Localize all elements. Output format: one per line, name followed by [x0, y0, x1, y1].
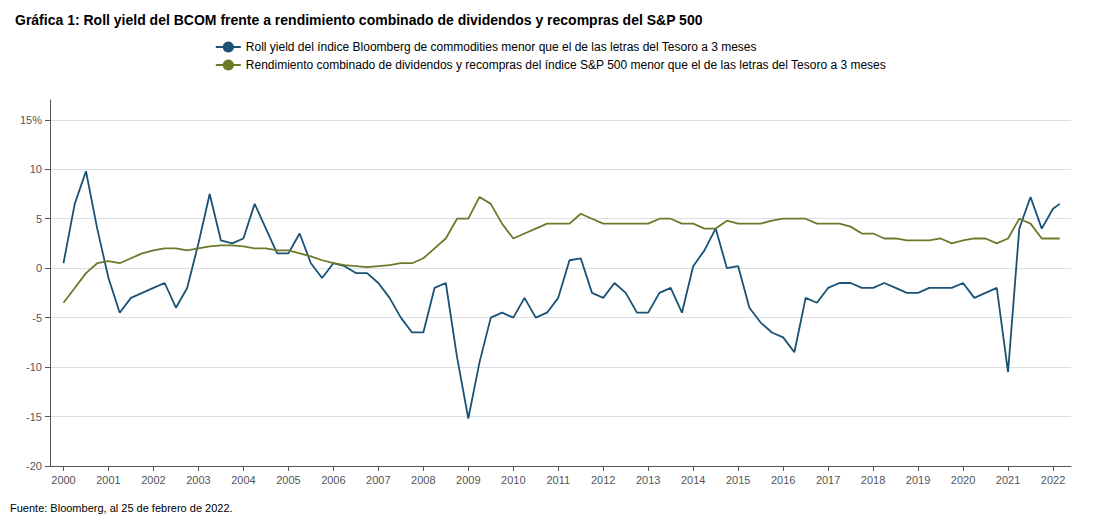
- svg-text:2014: 2014: [681, 474, 705, 486]
- svg-text:Rendimiento combinado de divid: Rendimiento combinado de dividendos y re…: [246, 58, 886, 72]
- svg-text:Fuente: Bloomberg, al 25 de fe: Fuente: Bloomberg, al 25 de febrero de 2…: [10, 502, 233, 514]
- svg-text:2012: 2012: [591, 474, 615, 486]
- svg-text:2021: 2021: [996, 474, 1020, 486]
- svg-text:0: 0: [36, 262, 42, 274]
- svg-text:2008: 2008: [411, 474, 435, 486]
- svg-text:2002: 2002: [141, 474, 165, 486]
- svg-text:2004: 2004: [231, 474, 255, 486]
- svg-text:2018: 2018: [861, 474, 885, 486]
- svg-text:2003: 2003: [186, 474, 210, 486]
- svg-text:2005: 2005: [276, 474, 300, 486]
- svg-text:-20: -20: [26, 460, 42, 472]
- svg-text:2007: 2007: [366, 474, 390, 486]
- svg-text:-5: -5: [32, 312, 42, 324]
- svg-text:10: 10: [30, 163, 42, 175]
- svg-text:2017: 2017: [816, 474, 840, 486]
- svg-text:-15: -15: [26, 411, 42, 423]
- svg-text:2016: 2016: [771, 474, 795, 486]
- svg-text:5: 5: [36, 213, 42, 225]
- svg-text:2000: 2000: [51, 474, 75, 486]
- svg-text:2013: 2013: [636, 474, 660, 486]
- svg-text:2020: 2020: [951, 474, 975, 486]
- svg-text:-10: -10: [26, 361, 42, 373]
- svg-text:2001: 2001: [96, 474, 120, 486]
- svg-text:2010: 2010: [501, 474, 525, 486]
- svg-text:Gráfica 1: Roll yield del BCOM: Gráfica 1: Roll yield del BCOM frente a …: [15, 12, 703, 28]
- svg-text:2019: 2019: [906, 474, 930, 486]
- svg-text:2022: 2022: [1041, 474, 1065, 486]
- svg-text:2011: 2011: [546, 474, 570, 486]
- svg-text:15%: 15%: [20, 114, 42, 126]
- svg-text:2009: 2009: [456, 474, 480, 486]
- svg-text:2015: 2015: [726, 474, 750, 486]
- svg-text:Roll yield del índice Bloomber: Roll yield del índice Bloomberg de commo…: [246, 40, 757, 54]
- svg-text:2006: 2006: [321, 474, 345, 486]
